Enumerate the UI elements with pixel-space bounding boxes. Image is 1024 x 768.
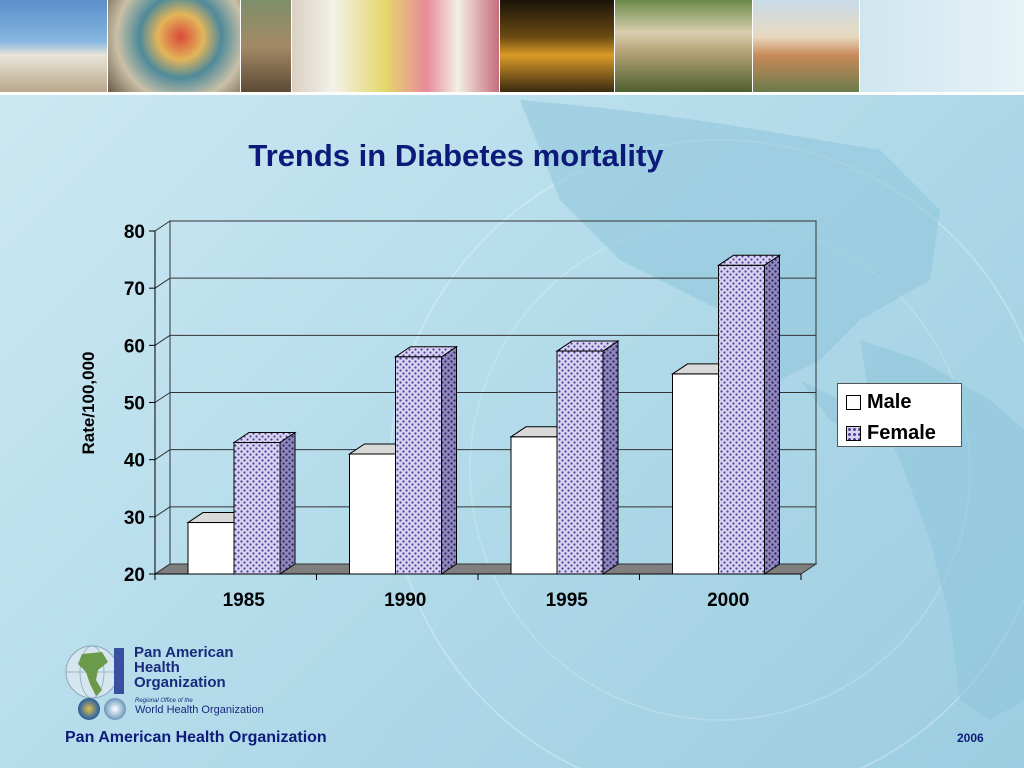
bar-female-2000 [716,254,782,575]
banner-photo-opera-house [0,0,107,92]
gridline-side [154,334,171,346]
who-emblem-icon [104,698,126,720]
legend-item-male: Male [846,390,911,414]
x-tick-label: 1990 [384,590,426,611]
y-tick-label: 50 [124,394,145,415]
legend-label-male: Male [867,390,912,413]
y-axis-label: Rate/100,000 [79,351,98,455]
y-tick-label: 20 [124,565,145,586]
x-tick-label: 2000 [707,590,749,611]
legend-swatch-male [846,394,861,410]
bar-female-1990 [393,345,459,575]
gridline-side [154,506,171,518]
banner [0,0,1024,95]
paho-emblem-icon [78,698,100,720]
banner-photo-women [292,0,499,92]
y-tick-label: 80 [124,222,145,243]
banner-photo-sky [860,0,1024,92]
legend-label-female: Female [867,421,936,444]
bar-female-1995 [555,340,620,575]
banner-photo-temple [241,0,291,92]
y-tick-label: 70 [124,279,145,300]
legend-swatch-female [846,425,861,441]
slide-title: Trends in Diabetes mortality [248,138,664,173]
footer-year: 2006 [957,731,984,745]
y-tick-label: 60 [124,336,145,357]
logo-line-2: Health [134,659,180,676]
banner-photo-thatched-hut [615,0,752,92]
x-tick-label: 1985 [223,590,266,611]
y-tick-label: 30 [124,508,145,529]
legend-item-female: Female [846,421,936,445]
bar-female-1985 [232,431,297,575]
globe-icon [65,645,124,699]
footer-organization: Pan American Health Organization [65,729,327,746]
logo-line-1: Pan American [134,644,234,661]
gridline-side [154,277,171,289]
gridline-side [154,392,171,403]
logo-who-text: World Health Organization [135,704,264,716]
logo-line-3: Organization [134,674,226,691]
x-tick-label: 1995 [546,590,589,611]
banner-photo-festival [108,0,240,92]
banner-photo-lit-buildings [500,0,614,92]
logo-regional-text: Regional Office of the [135,698,193,704]
banner-photo-castle [753,0,859,92]
chart-legend: Male Female [837,383,962,447]
y-tick-label: 40 [124,451,145,472]
logo-text: Pan American Health Organization [134,645,234,690]
gridline-side [154,449,171,461]
paho-logo: Pan American Health Organization Regiona… [58,640,278,725]
